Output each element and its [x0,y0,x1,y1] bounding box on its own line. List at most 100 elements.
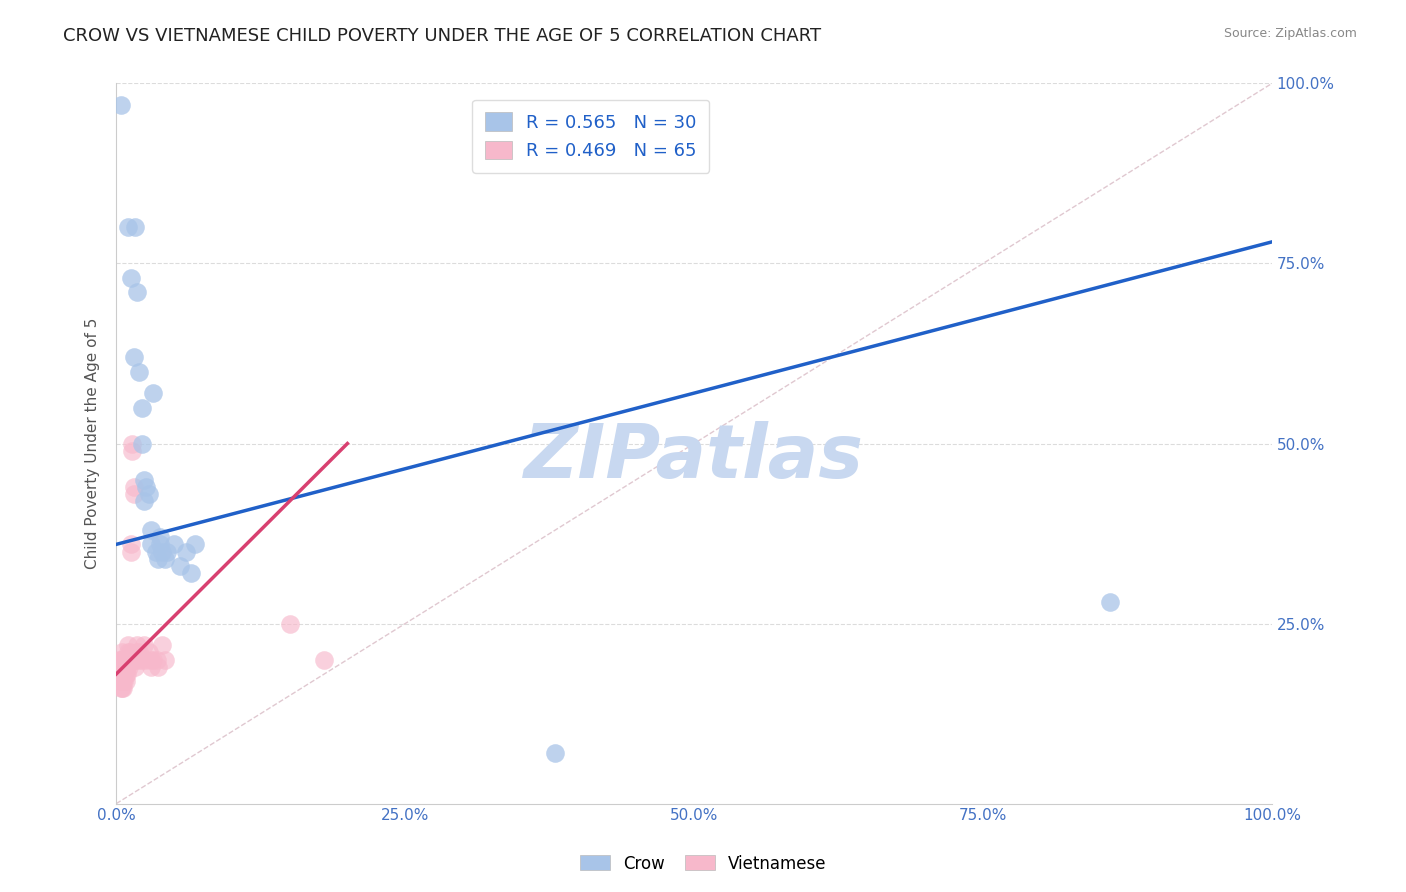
Point [135,652,157,666]
Point [117,638,139,652]
Point [110,652,132,666]
Point [112,674,135,689]
Point [128,364,150,378]
Point [139,660,162,674]
Point [156,544,179,558]
Point [114,667,136,681]
Point [139,523,162,537]
Point [107,667,129,681]
Point [132,638,155,652]
Point [146,551,169,566]
Point [544,746,567,760]
Point [108,652,131,666]
Point [314,652,336,666]
Text: Source: ZipAtlas.com: Source: ZipAtlas.com [1223,27,1357,40]
Point [122,480,145,494]
Point [131,436,153,450]
Point [111,660,134,674]
Point [120,645,142,659]
Point [124,660,146,674]
Point [125,645,148,659]
Point [184,537,207,551]
Point [149,537,172,551]
Point [115,667,138,681]
Point [108,660,131,674]
Point [152,638,174,652]
Point [132,494,155,508]
Point [139,652,162,666]
Legend: R = 0.565   N = 30, R = 0.469   N = 65: R = 0.565 N = 30, R = 0.469 N = 65 [472,100,709,173]
Point [128,652,150,666]
Point [180,566,202,581]
Point [142,386,165,401]
Point [117,220,139,235]
Point [110,98,132,112]
Point [174,544,197,558]
Point [1099,595,1122,609]
Point [146,660,169,674]
Point [112,674,135,689]
Point [112,681,135,696]
Point [145,652,167,666]
Text: ZIPatlas: ZIPatlas [524,421,865,494]
Point [115,652,138,666]
Point [120,537,142,551]
Point [135,480,157,494]
Point [112,667,135,681]
Point [120,544,142,558]
Point [111,645,134,659]
Point [111,681,134,696]
Point [112,660,135,674]
Point [108,674,131,689]
Point [112,652,135,666]
Point [114,660,136,674]
Point [153,551,176,566]
Point [112,667,135,681]
Text: CROW VS VIETNAMESE CHILD POVERTY UNDER THE AGE OF 5 CORRELATION CHART: CROW VS VIETNAMESE CHILD POVERTY UNDER T… [63,27,821,45]
Point [112,660,135,674]
Point [110,660,132,674]
Point [108,667,131,681]
Point [111,667,134,681]
Point [139,537,162,551]
Y-axis label: Child Poverty Under the Age of 5: Child Poverty Under the Age of 5 [86,318,100,569]
Point [122,350,145,364]
Point [145,544,167,558]
Point [142,652,165,666]
Point [121,436,143,450]
Point [122,487,145,501]
Point [120,652,142,666]
Point [124,652,146,666]
Point [110,681,132,696]
Point [124,220,146,235]
Point [120,271,142,285]
Point [110,667,132,681]
Point [131,652,153,666]
Point [115,660,138,674]
Point [149,530,172,544]
Point [107,652,129,666]
Point [114,674,136,689]
Point [117,645,139,659]
Point [118,660,141,674]
Point [152,544,174,558]
Legend: Crow, Vietnamese: Crow, Vietnamese [572,848,834,880]
Point [278,616,301,631]
Point [163,537,186,551]
Point [117,652,139,666]
Point [128,645,150,659]
Point [138,487,160,501]
Point [107,660,129,674]
Point [138,645,160,659]
Point [110,674,132,689]
Point [131,401,153,415]
Point [169,558,191,573]
Point [118,652,141,666]
Point [111,674,134,689]
Point [111,652,134,666]
Point [132,473,155,487]
Point [125,638,148,652]
Point [112,652,135,666]
Point [125,285,148,300]
Point [153,652,176,666]
